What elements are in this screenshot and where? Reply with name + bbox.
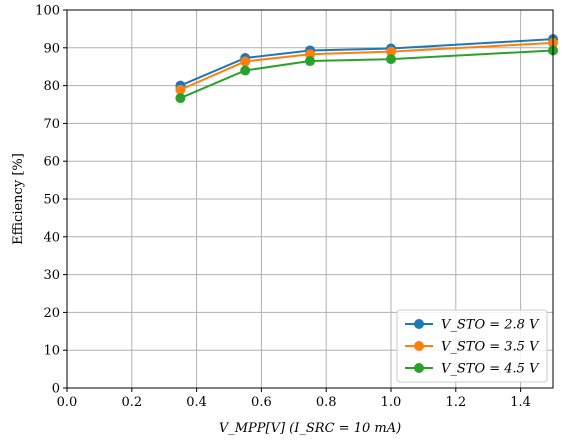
legend-label: V_STO = 3.5 V bbox=[441, 340, 540, 355]
y-tick-label: 10 bbox=[43, 344, 60, 359]
y-tick-label: 40 bbox=[43, 230, 60, 245]
data-point bbox=[175, 84, 186, 95]
series-v-sto-3-5-v bbox=[175, 37, 558, 95]
x-tick-label: 0.8 bbox=[316, 395, 337, 410]
y-tick-label: 30 bbox=[43, 268, 60, 283]
x-tick-label: 0.6 bbox=[251, 395, 272, 410]
x-axis-label: V_MPP[V] (I_SRC = 10 mA) bbox=[219, 421, 401, 436]
series-v-sto-4-5-v bbox=[175, 45, 558, 104]
legend-marker bbox=[414, 319, 424, 329]
y-tick-label: 50 bbox=[43, 193, 60, 208]
x-tick-label: 1.4 bbox=[510, 395, 531, 410]
x-tick-label: 1.0 bbox=[381, 395, 402, 410]
data-point bbox=[175, 93, 186, 104]
x-tick-label: 0.2 bbox=[121, 395, 142, 410]
legend: V_STO = 2.8 V V_STO = 3.5 V V_STO = 4.5 V bbox=[396, 309, 548, 383]
x-tick-label: 0.4 bbox=[186, 395, 207, 410]
series-layer bbox=[175, 34, 558, 104]
data-point bbox=[386, 54, 396, 65]
data-point bbox=[240, 56, 251, 67]
y-tick-label: 100 bbox=[35, 4, 60, 19]
y-tick-label: 20 bbox=[43, 306, 60, 321]
legend-marker bbox=[414, 341, 424, 351]
data-point bbox=[305, 56, 315, 67]
legend-label: V_STO = 2.8 V bbox=[441, 318, 540, 333]
legend-box bbox=[396, 309, 548, 383]
y-tick-label: 60 bbox=[43, 155, 60, 170]
legend-label: V_STO = 4.5 V bbox=[441, 362, 540, 377]
y-tick-label: 70 bbox=[43, 117, 60, 132]
y-tick-label: 0 bbox=[52, 382, 60, 397]
data-point bbox=[386, 46, 396, 57]
axis-ticks: 0.0 0.2 0.4 0.6 0.8 1.0 1.2 1.4 0 10 20 30 40 50 60 70 8… bbox=[35, 4, 531, 411]
series-v-sto-2-8-v bbox=[175, 34, 558, 91]
series-line bbox=[180, 49, 554, 99]
x-tick-label: 1.2 bbox=[445, 395, 466, 410]
y-axis-label: Efficiency [%] bbox=[11, 153, 26, 245]
x-tick-label: 0.0 bbox=[57, 395, 78, 410]
legend-marker bbox=[414, 363, 424, 373]
y-tick-label: 90 bbox=[43, 41, 60, 56]
data-point bbox=[240, 65, 251, 76]
y-tick-label: 80 bbox=[43, 79, 60, 94]
